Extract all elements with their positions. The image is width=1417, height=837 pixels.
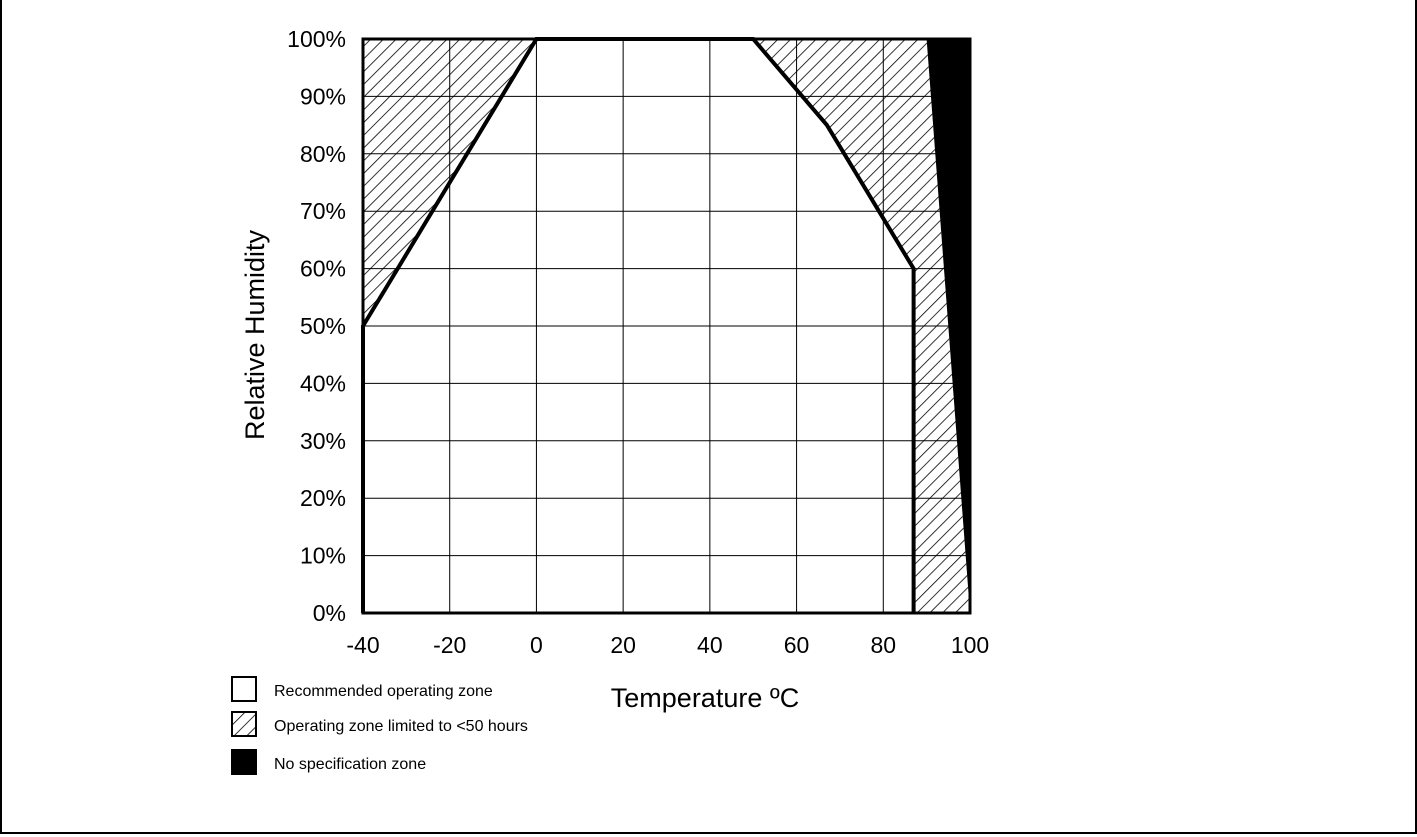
y-tick-label: 80% <box>300 141 346 167</box>
legend-label-recommended: Recommended operating zone <box>274 683 493 700</box>
legend-swatch-solid <box>231 749 257 775</box>
x-tick-label: 40 <box>697 632 723 658</box>
y-tick-label: 30% <box>300 428 346 454</box>
x-tick-label: 0 <box>530 632 543 658</box>
y-tick-label: 90% <box>300 83 346 109</box>
legend-swatch-hatch <box>231 711 257 737</box>
axis-layer: -40 -20 0 20 40 60 80 100 0% 10% 20% 30% 40% 50% 60% 70… <box>287 26 989 658</box>
y-tick-label: 70% <box>300 198 346 224</box>
y-tick-label: 10% <box>300 543 346 569</box>
legend-label-no-spec: No specification zone <box>274 756 426 773</box>
y-tick-label: 40% <box>300 370 346 396</box>
y-axis-label: Relative Humidity <box>240 229 270 440</box>
y-tick-label: 50% <box>300 313 346 339</box>
x-tick-label: 100 <box>951 632 989 658</box>
recommended-zone-boundary <box>361 37 916 613</box>
grid-layer <box>362 38 971 614</box>
x-tick-label: 60 <box>784 632 810 658</box>
boundary-layer <box>361 37 972 615</box>
legend: Recommended operating zone Operating zon… <box>231 676 528 775</box>
zone-hatch-2 <box>753 39 970 613</box>
legend-item-limited: Operating zone limited to <50 hours <box>231 711 528 737</box>
legend-item-recommended: Recommended operating zone <box>231 676 493 702</box>
y-tick-label: 100% <box>287 26 346 52</box>
x-tick-label: -40 <box>346 632 379 658</box>
legend-label-limited: Operating zone limited to <50 hours <box>274 718 528 735</box>
y-tick-label: 60% <box>300 256 346 282</box>
x-tick-label: 80 <box>870 632 896 658</box>
x-tick-label: 20 <box>610 632 636 658</box>
y-tick-label: 20% <box>300 485 346 511</box>
legend-item-no-spec: No specification zone <box>231 749 426 775</box>
y-tick-label: 0% <box>313 600 346 626</box>
x-axis-label: Temperature ºC <box>611 683 799 713</box>
x-tick-label: -20 <box>433 632 466 658</box>
legend-swatch-white <box>231 676 257 702</box>
